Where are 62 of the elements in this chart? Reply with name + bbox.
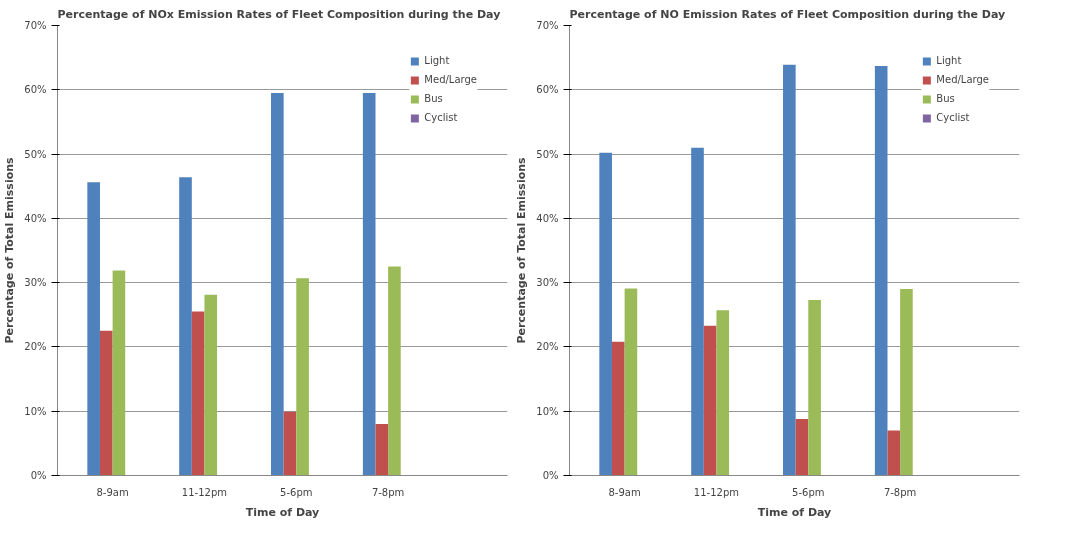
y-tick-label: 20% [536, 341, 559, 353]
bar [795, 418, 809, 476]
bar [611, 341, 625, 476]
bar [388, 266, 401, 476]
x-tick-label: 5-6pm [280, 486, 313, 498]
bar [99, 330, 113, 476]
bar [87, 182, 100, 476]
bar [191, 311, 205, 476]
y-tick-label: 50% [24, 148, 47, 160]
bar [599, 152, 612, 476]
x-axis-title: Time of Day [757, 505, 832, 519]
y-tick-label: 10% [24, 405, 47, 417]
bar [716, 310, 730, 476]
bar [179, 177, 192, 476]
bar [362, 93, 376, 476]
bar [271, 93, 284, 476]
bar [691, 147, 704, 476]
y-tick-label: 0% [30, 470, 47, 481]
chart-title: Percentage of NOx Emission Rates of Fleet Composition during the Day [57, 7, 501, 21]
x-tick-label: 7-8pm [883, 486, 917, 498]
bar [204, 294, 218, 476]
y-tick-label: 60% [24, 84, 47, 96]
legend-label: Cyclist [936, 112, 970, 123]
x-tick-label: 11-12pm [181, 486, 228, 498]
bar [296, 278, 309, 476]
y-tick-label: 70% [24, 20, 47, 31]
y-tick-label: 60% [536, 84, 559, 96]
y-axis-title: Percentage of Total Emissions [3, 156, 17, 344]
bar [808, 300, 821, 476]
x-axis-title: Time of Day [245, 505, 320, 519]
bar [375, 424, 389, 476]
y-tick-label: 30% [536, 277, 559, 289]
bar [703, 325, 717, 476]
x-tick-label: 8-9am [96, 486, 129, 498]
y-tick-label: 10% [536, 405, 559, 417]
legend-label: Bus [424, 93, 444, 104]
legend-label: Bus [936, 93, 956, 104]
bar [283, 411, 297, 476]
x-tick-label: 8-9am [608, 486, 641, 498]
y-tick-label: 0% [542, 470, 559, 481]
y-tick-label: 30% [24, 277, 47, 289]
bar [624, 288, 638, 476]
x-tick-label: 5-6pm [792, 486, 825, 498]
legend-label: Med/Large [424, 74, 477, 85]
y-axis-title: Percentage of Total Emissions [515, 156, 529, 344]
legend-label: Light [424, 55, 450, 66]
bar [887, 430, 901, 476]
x-tick-label: 11-12pm [693, 486, 740, 498]
legend-label: Cyclist [424, 112, 458, 123]
y-tick-label: 70% [536, 20, 559, 31]
legend-label: Med/Large [936, 74, 989, 85]
x-tick-label: 7-8pm [371, 486, 405, 498]
y-tick-label: 40% [536, 212, 559, 224]
y-tick-label: 40% [24, 212, 47, 224]
chart-title: Percentage of NO Emission Rates of Fleet Composition during the Day [569, 7, 1006, 21]
bar [874, 66, 888, 476]
bar [900, 289, 913, 476]
legend-label: Light [936, 55, 962, 66]
bar [112, 270, 126, 476]
bar [783, 64, 796, 476]
y-tick-label: 20% [24, 341, 47, 353]
y-tick-label: 50% [536, 148, 559, 160]
